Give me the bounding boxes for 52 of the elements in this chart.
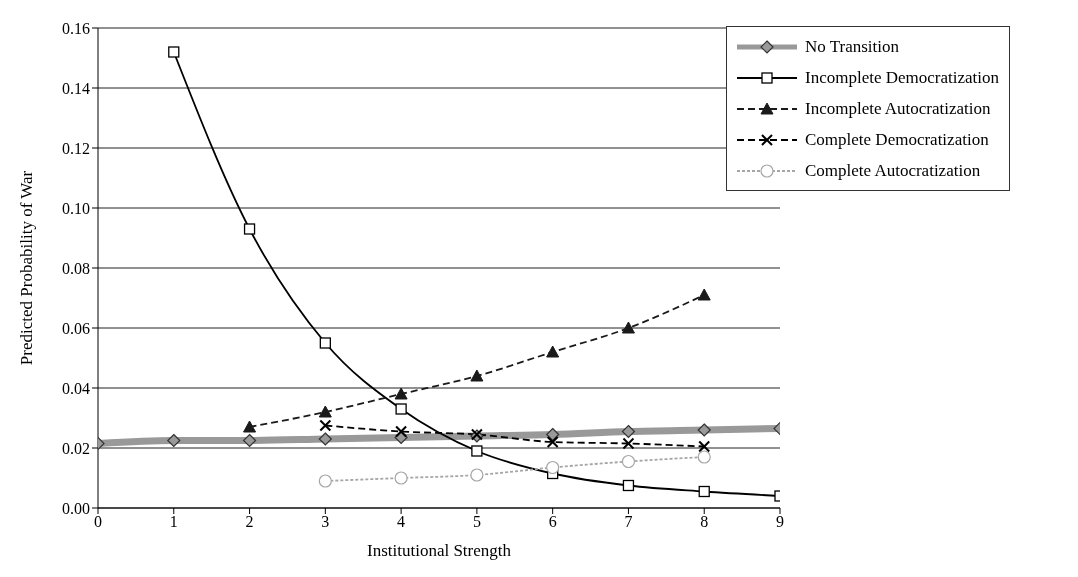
point bbox=[546, 345, 560, 358]
legend-label: Complete Democratization bbox=[805, 129, 989, 150]
point bbox=[546, 460, 560, 475]
point bbox=[394, 387, 408, 400]
point bbox=[622, 479, 635, 492]
point bbox=[318, 474, 332, 488]
x-tick-label: 7 bbox=[624, 513, 633, 531]
point bbox=[697, 450, 711, 464]
x-tick-label: 6 bbox=[548, 513, 557, 531]
x-tick-label: 2 bbox=[245, 513, 254, 531]
point bbox=[319, 337, 331, 349]
y-tick-label: 0.00 bbox=[62, 499, 90, 517]
point bbox=[621, 454, 636, 469]
y-tick-label: 0.04 bbox=[62, 379, 90, 397]
point bbox=[318, 432, 332, 446]
point bbox=[470, 369, 484, 382]
point bbox=[697, 288, 711, 301]
x-tick-label: 3 bbox=[321, 513, 330, 531]
x-tick-label: 9 bbox=[776, 513, 784, 531]
point bbox=[243, 420, 257, 433]
y-tick-label: 0.08 bbox=[62, 259, 90, 277]
point bbox=[621, 321, 635, 334]
point bbox=[621, 424, 636, 439]
point bbox=[243, 223, 256, 235]
point bbox=[318, 405, 332, 418]
point bbox=[470, 468, 484, 482]
y-tick-label: 0.06 bbox=[62, 319, 90, 337]
x-tick-label: 0 bbox=[94, 513, 102, 531]
point bbox=[698, 485, 710, 498]
y-tick-label: 0.12 bbox=[62, 139, 90, 157]
point bbox=[395, 403, 407, 415]
legend-label: Incomplete Autocratization bbox=[805, 98, 991, 119]
legend-label: No Transition bbox=[805, 36, 899, 57]
point bbox=[242, 433, 257, 448]
point bbox=[546, 427, 560, 442]
y-tick-label: 0.02 bbox=[62, 439, 90, 457]
point bbox=[471, 445, 483, 457]
legend-label: Complete Autocratization bbox=[805, 160, 981, 181]
y-axis-title: Predicted Probability of War bbox=[17, 170, 37, 366]
point bbox=[394, 471, 408, 485]
y-tick-label: 0.14 bbox=[62, 79, 90, 97]
y-tick-label: 0.16 bbox=[62, 19, 90, 37]
x-tick-label: 8 bbox=[700, 513, 709, 531]
x-tick-label: 1 bbox=[169, 513, 178, 531]
point bbox=[167, 433, 181, 448]
legend-label: Incomplete Democratization bbox=[805, 67, 999, 88]
point bbox=[168, 46, 180, 58]
x-axis-title: Institutional Strength bbox=[366, 541, 512, 560]
x-tick-label: 4 bbox=[397, 513, 406, 531]
point bbox=[697, 423, 711, 437]
x-tick-label: 5 bbox=[472, 513, 481, 531]
y-tick-label: 0.10 bbox=[62, 199, 90, 217]
